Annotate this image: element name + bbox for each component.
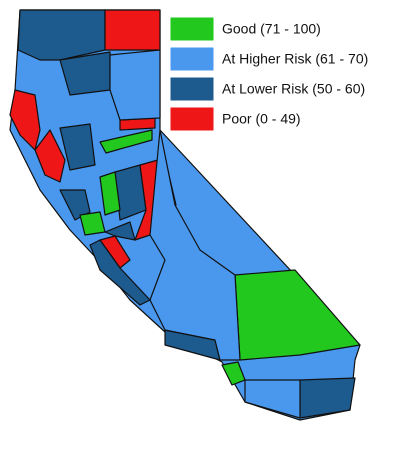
county: [244, 379, 301, 419]
county: [104, 221, 136, 241]
county: [17, 9, 106, 61]
legend-swatch: [169, 46, 215, 72]
county: [99, 129, 153, 154]
county: [104, 9, 161, 51]
legend-label: At Higher Risk (61 - 70): [222, 51, 368, 67]
counties: [9, 9, 361, 421]
legend-swatch: [169, 16, 215, 42]
legend-label: Good (71 - 100): [222, 21, 321, 37]
county: [59, 123, 96, 171]
county: [109, 49, 161, 121]
county: [59, 189, 91, 221]
legend-label: Poor (0 - 49): [222, 111, 301, 127]
county: [234, 269, 361, 361]
county: [299, 377, 356, 419]
legend: Good (71 - 100) At Higher Risk (61 - 70) A…: [169, 16, 368, 132]
county: [149, 129, 241, 361]
legend-swatch: [169, 106, 215, 132]
county: [34, 129, 66, 183]
county: [79, 211, 106, 236]
county: [99, 171, 121, 216]
legend-label: At Lower Risk (50 - 60): [222, 81, 365, 97]
legend-swatch: [169, 76, 215, 102]
